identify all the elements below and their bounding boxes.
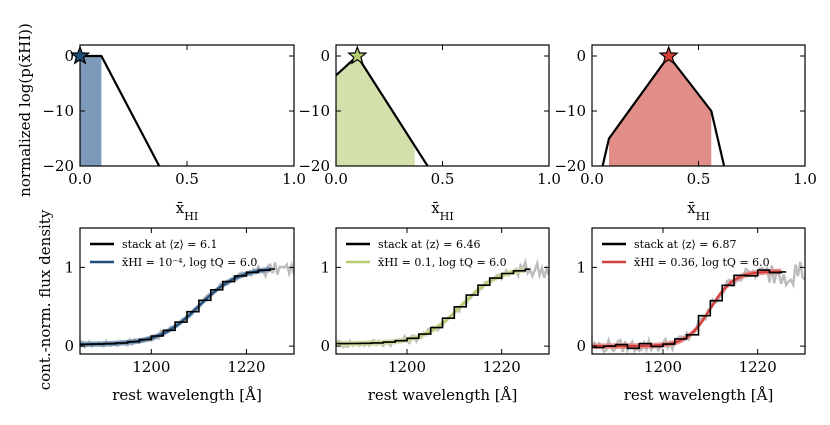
bottom-panel-3-plot-area xyxy=(592,261,805,354)
top-panel-2-plot-area xyxy=(336,54,429,166)
bottom-panel-1-plot-area xyxy=(80,260,294,350)
bottom-panel-3-xtick-label: 1200 xyxy=(644,358,682,376)
bottom-panel-1-legend-model-label: x̄HI = 10⁻⁴, log tQ = 6.0 xyxy=(122,256,257,269)
bottom-panel-2-frame xyxy=(335,227,550,355)
bottom-panel-3-frame xyxy=(591,227,806,355)
top-panel-2-xtick-label: 1.0 xyxy=(537,170,561,188)
bottom-panel-3-raw-spectrum xyxy=(592,261,805,354)
bottom-panel-3-legend-stack-label: stack at ⟨z⟩ = 6.87 xyxy=(634,238,737,251)
bottom-panel-2-ytick-label: 0 xyxy=(320,337,330,355)
bottom-panel-2-legend-model-label: x̄HI = 0.1, log tQ = 6.0 xyxy=(378,256,507,269)
bottom-panel-3-panel: 1200 1220 0 1 stack at ⟨z⟩ = 6.87 x̄HI = 0.36… xyxy=(576,227,806,404)
top-panel-1-plot-area xyxy=(80,54,161,166)
bottom-panel-2-stack-steps xyxy=(336,268,531,345)
top-panel-1-ytick-label: −20 xyxy=(42,157,74,175)
bottom-panel-1-x-axis-label: rest wavelength [Å] xyxy=(112,386,262,404)
top-panel-1-best-fit-marker xyxy=(69,45,91,65)
bottom-panel-2-legend-stack-label: stack at ⟨z⟩ = 6.46 xyxy=(378,238,481,251)
top-panel-3-xtick-label: 0.5 xyxy=(687,170,711,188)
top-panel-1-x-axis-label: x̄HI xyxy=(176,199,198,223)
top-panel-3-ytick-label: 0 xyxy=(576,47,586,65)
top-panel-1-xtick-label: 1.0 xyxy=(282,170,306,188)
bottom-panel-1-model-line xyxy=(80,268,271,346)
bottom-panel-3-xtick-label: 1220 xyxy=(739,358,777,376)
top-panel-1-posterior-line xyxy=(80,54,161,166)
top-panel-2-xtick-label: 0.5 xyxy=(431,170,455,188)
top-panel-3-x-axis-label: x̄HI xyxy=(687,199,709,223)
top-panel-1-ytick-label: −10 xyxy=(42,102,74,120)
bottom-panel-2-xtick-label: 1220 xyxy=(483,358,521,376)
top-panel-3-ytick-label: −20 xyxy=(554,157,586,175)
top-panel-2-posterior-fill xyxy=(336,56,415,166)
top-panel-3-ytick-label: −10 xyxy=(554,102,586,120)
top-panel-1-xtick-label: 0.5 xyxy=(175,170,199,188)
top-panel-1-panel: 0.0 0.5 1.0 0 −10 −20 x̄HI xyxy=(42,44,306,223)
bottom-panel-3-x-axis-label: rest wavelength [Å] xyxy=(624,386,774,404)
top-panel-2-best-fit-marker xyxy=(347,45,368,65)
bottom-panel-3-ytick-label: 0 xyxy=(576,337,586,355)
bottom-panel-1-legend-stack-label: stack at ⟨z⟩ = 6.1 xyxy=(122,238,218,251)
top-panel-2-ytick-label: −20 xyxy=(298,157,330,175)
bottom-panel-2-panel: 1200 1220 0 1 stack at ⟨z⟩ = 6.46 x̄HI = 0.1,… xyxy=(320,227,550,404)
bottom-panel-2-raw-spectrum xyxy=(336,257,549,349)
top-panel-2-panel: 0.0 0.5 1.0 0 −10 −20 x̄HI xyxy=(298,44,561,223)
bottom-panel-1-ytick-label: 0 xyxy=(64,337,74,355)
bottom-panel-3-stack-steps xyxy=(592,269,787,350)
bottom-panel-1-frame xyxy=(79,227,295,355)
bottom-panel-1-xtick-label: 1220 xyxy=(227,358,265,376)
bottom-panel-1-stack-steps xyxy=(80,268,275,346)
bottom-panel-2-xtick-label: 1200 xyxy=(388,358,426,376)
bottom-y-axis-label: cont.-norm. flux density xyxy=(36,209,54,390)
top-panel-3-xtick-label: 0.0 xyxy=(580,170,604,188)
top-panel-3-xtick-label: 1.0 xyxy=(793,170,817,188)
bottom-panel-3-ytick-label: 1 xyxy=(576,258,586,276)
bottom-panel-2-x-axis-label: rest wavelength [Å] xyxy=(368,386,518,404)
bottom-panel-1-raw-spectrum xyxy=(80,260,294,350)
top-panel-3-plot-area xyxy=(601,54,726,166)
top-panel-3-posterior-fill xyxy=(609,56,712,166)
top-panel-1-posterior-fill xyxy=(80,56,102,166)
top-panel-1-xtick-label: 0.0 xyxy=(68,170,92,188)
bottom-panel-1-panel: 1200 1220 0 1 stack at ⟨z⟩ = 6.1 x̄HI = 10⁻⁴,… xyxy=(64,227,295,404)
bottom-panel-2-plot-area xyxy=(336,257,549,349)
bottom-panel-3-legend-model-label: x̄HI = 0.36, log tQ = 6.0 xyxy=(634,256,770,269)
top-panel-1-ytick-label: 0 xyxy=(64,47,74,65)
top-panel-2-ytick-label: 0 xyxy=(320,47,330,65)
top-panel-2-x-axis-label: x̄HI xyxy=(431,199,453,223)
top-panel-3-best-fit-marker xyxy=(658,45,679,65)
bottom-panel-1-ytick-label: 1 xyxy=(64,258,74,276)
top-panel-1-frame xyxy=(79,44,295,167)
top-panel-2-xtick-label: 0.0 xyxy=(324,170,348,188)
bottom-panel-2-ytick-label: 1 xyxy=(320,258,330,276)
top-y-axis-label: normalized log(p(x̄HI)) xyxy=(16,23,34,197)
top-panel-3-panel: 0.0 0.5 1.0 0 −10 −20 x̄HI xyxy=(554,44,817,223)
bottom-panel-1-xtick-label: 1200 xyxy=(132,358,170,376)
top-panel-2-ytick-label: −10 xyxy=(298,102,330,120)
bottom-panel-1-model-band xyxy=(80,266,271,348)
